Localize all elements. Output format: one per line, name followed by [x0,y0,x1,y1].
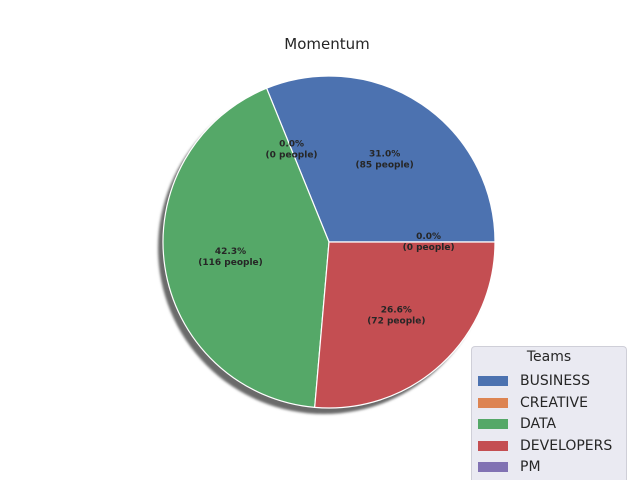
pie-slice-data [162,87,330,409]
legend-item-business: BUSINESS [478,371,590,391]
pie-slice-developers [314,241,496,409]
legend-item-pm: PM [478,457,541,477]
chart-title: Momentum [284,35,369,53]
legend-item-data: DATA [478,414,556,434]
slice-label-creative: 0.0% (0 people) [266,140,318,161]
legend-label-creative: CREATIVE [520,394,588,411]
legend-swatch-developers [478,440,508,451]
legend-swatch-pm [478,462,508,472]
legend-label-developers: DEVELOPERS [520,437,613,454]
legend-label-data: DATA [520,416,557,432]
legend-swatch-business [478,376,508,386]
legend-swatch-creative [478,397,508,408]
slice-label-developers: 26.6% (72 people) [367,305,425,326]
slice-label-business: 31.0% (85 people) [356,149,414,170]
legend-item-developers: DEVELOPERS [478,436,612,456]
pie-slice-business [265,75,496,243]
slice-label-data: 42.3% (116 people) [198,247,263,268]
legend-title: Teams [526,349,572,365]
legend-swatch-data [478,419,508,429]
legend-label-business: BUSINESS [520,373,590,389]
legend-item-creative: CREATIVE [478,393,588,413]
legend: Teams BUSINESS CREATIVE DATA DEVELOPERS PM [471,346,627,480]
legend-label-pm: PM [520,459,541,475]
slice-label-pm: 0.0% (0 people) [403,232,455,253]
